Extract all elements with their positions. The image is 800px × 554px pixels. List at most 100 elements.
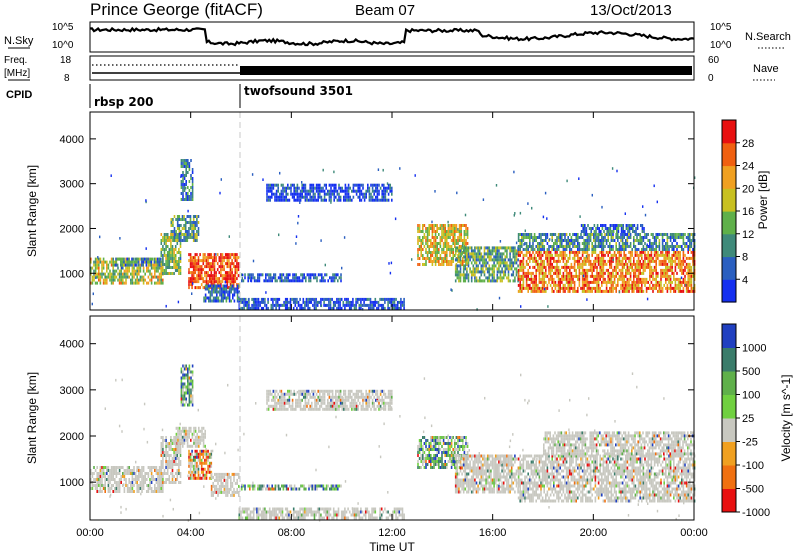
power-cell [123, 257, 125, 261]
power-cell [196, 280, 198, 284]
power-cell [621, 236, 624, 239]
power-cell [347, 189, 350, 193]
power-cell [426, 236, 429, 239]
power-cell [304, 186, 307, 190]
power-cell [538, 256, 541, 260]
power-cell [150, 272, 153, 276]
power-cell [565, 262, 568, 266]
power-cell [320, 297, 322, 301]
power-cell [514, 249, 516, 253]
velocity-cell [117, 484, 119, 487]
power-cell [131, 260, 133, 264]
power-cell [532, 286, 534, 290]
power-cell [644, 283, 646, 287]
power-cell [366, 297, 369, 301]
power-cell [112, 278, 114, 282]
velocity-cell [182, 391, 184, 395]
power-noise-point [513, 170, 515, 174]
power-cell [649, 268, 651, 272]
power-noise-point [519, 211, 522, 215]
power-cell [610, 262, 613, 266]
power-cell [234, 271, 237, 275]
power-cell [477, 264, 479, 268]
power-cell [631, 248, 633, 251]
power-cell [607, 253, 609, 257]
power-cell [336, 300, 338, 304]
power-cell [595, 227, 597, 230]
power-cell [519, 289, 521, 293]
power-cell [309, 273, 312, 277]
power-cell [621, 280, 624, 284]
power-cell [172, 224, 174, 227]
power-noise-point [496, 270, 499, 274]
velocity-cell [96, 466, 98, 469]
power-cell [266, 198, 268, 202]
power-cell [644, 265, 646, 269]
velocity-cell [170, 460, 172, 463]
power-cell [302, 300, 305, 304]
velocity-cell [130, 469, 132, 472]
velocity-cell [126, 469, 129, 472]
power-cell [306, 195, 308, 199]
velocity-cell [106, 469, 108, 472]
power-cell [160, 257, 162, 261]
power-cell [372, 300, 375, 304]
power-cell [538, 248, 541, 251]
power-noise-point [110, 174, 112, 177]
power-cell [663, 262, 665, 266]
velocity-cell [187, 403, 189, 407]
power-cell [163, 248, 166, 251]
power-cell [652, 248, 654, 251]
velocity-cell [182, 444, 184, 448]
power-cell [498, 267, 500, 271]
power-cell [504, 249, 507, 253]
power-cell [191, 189, 194, 192]
power-cell [168, 257, 171, 260]
power-noise-point [177, 300, 180, 304]
power-cell [618, 268, 621, 272]
power-cell [264, 300, 266, 304]
velocity-cell [168, 466, 171, 469]
power-cell [376, 198, 379, 202]
power-cell [165, 266, 167, 269]
power-cell [462, 224, 464, 227]
power-cell [197, 268, 200, 272]
power-cell [94, 257, 97, 261]
power-cell [333, 183, 335, 187]
power-cell [645, 245, 648, 248]
power-cell [232, 293, 234, 297]
velocity-cell [171, 442, 174, 445]
power-cell [446, 260, 448, 263]
power-cell [631, 250, 633, 254]
power-cell [456, 249, 459, 253]
velocity-cell [94, 469, 97, 472]
power-cell [627, 230, 629, 233]
power-cell [556, 242, 558, 245]
power-cell [617, 250, 619, 254]
power-cell [593, 248, 595, 251]
power-cell [295, 276, 297, 280]
power-cell [191, 177, 194, 180]
power-cell [154, 263, 156, 267]
power-cell [338, 183, 340, 187]
power-cell [248, 303, 250, 307]
velocity-cell [160, 448, 163, 451]
power-cell [344, 303, 346, 307]
power-cell [494, 252, 497, 256]
velocity-cell [109, 490, 111, 493]
power-cell [179, 242, 182, 245]
power-cell [652, 283, 654, 287]
power-cell [228, 287, 231, 291]
power-cell [485, 276, 487, 280]
power-cell [225, 287, 228, 291]
power-cell [685, 256, 688, 260]
power-noise-point [247, 298, 250, 301]
power-cell [359, 183, 361, 187]
power-cell [228, 296, 231, 300]
power-cell [567, 256, 569, 260]
power-cell [556, 289, 558, 293]
power-cell [488, 273, 491, 277]
power-cell [496, 255, 499, 259]
power-cell [96, 272, 98, 276]
velocity-cell [154, 466, 156, 469]
